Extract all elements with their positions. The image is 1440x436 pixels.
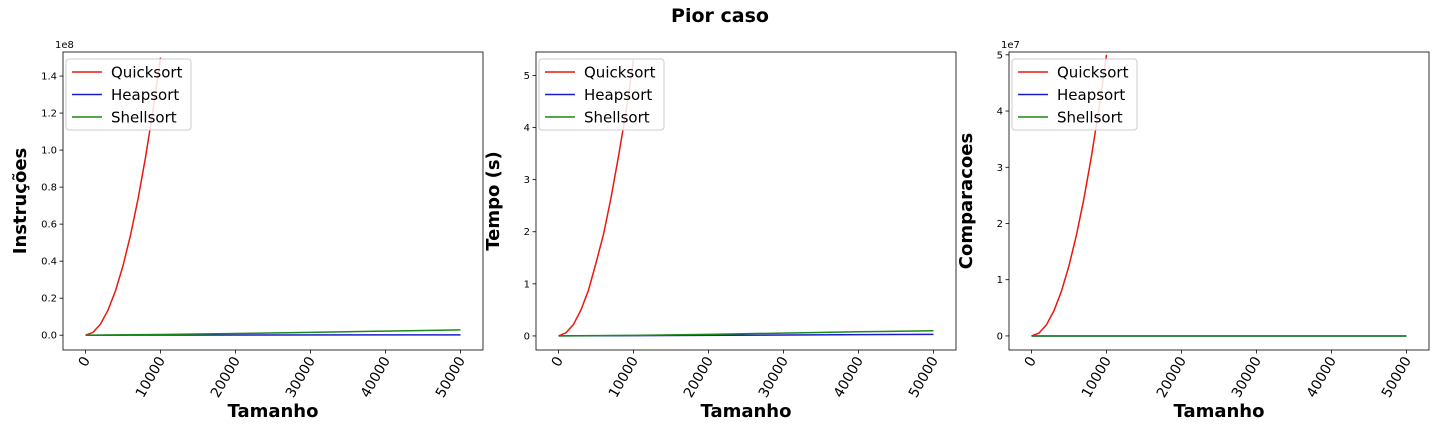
x-tick-label: 30000 [1229, 354, 1265, 401]
legend: Quicksort Heapsort Shellsort [1012, 59, 1137, 130]
legend: Quicksort Heapsort Shellsort [66, 59, 191, 130]
chart-2: 0 1 2 3 4 5 0 10000 20000 30000 40000 50000 Tamanho T… [483, 52, 956, 422]
legend-label-shellsort: Shellsort [1057, 109, 1123, 127]
chart-3: 0 1 2 3 4 5 0 10000 20000 30000 40000 50000 1e7 Taman… [956, 40, 1429, 422]
y-tick-label: 3 [997, 163, 1003, 174]
x-tick-label: 50000 [433, 354, 469, 401]
legend-label-shellsort: Shellsort [111, 109, 177, 127]
x-tick-label: 20000 [208, 354, 244, 401]
y-tick-label: 0.4 [41, 257, 57, 268]
y-tick-label: 1 [997, 275, 1003, 286]
x-tick-label: 20000 [681, 354, 717, 401]
x-tick-label: 10000 [1079, 354, 1115, 401]
y-axis-label: Comparacoes [956, 133, 977, 269]
x-tick-label: 0 [76, 354, 94, 370]
legend-label-heapsort: Heapsort [1057, 86, 1125, 104]
legend-label-shellsort: Shellsort [584, 109, 650, 127]
x-tick-label: 50000 [1379, 354, 1415, 401]
x-tick-label: 30000 [283, 354, 319, 401]
legend: Quicksort Heapsort Shellsort [539, 59, 664, 130]
y-tick-label: 4 [524, 123, 530, 134]
y-axis-label: Tempo (s) [483, 151, 504, 251]
x-axis-label: Tamanho [700, 401, 791, 422]
x-axis-label: Tamanho [1173, 401, 1264, 422]
y-axis-label: Instruções [10, 148, 31, 254]
x-tick-label: 40000 [831, 354, 867, 401]
y-tick-label: 3 [524, 175, 530, 186]
y-tick-label: 1.0 [41, 146, 57, 157]
x-tick-label: 0 [1022, 354, 1040, 370]
y-tick-label: 2 [997, 219, 1003, 230]
x-tick-label: 10000 [606, 354, 642, 401]
y-tick-label: 0 [997, 331, 1003, 342]
x-axis-label: Tamanho [227, 401, 318, 422]
y-tick-label: 0.0 [41, 331, 57, 342]
chart-1: 0.0 0.2 0.4 0.6 0.8 1.0 1.2 1.4 0 10000 20000 30000… [10, 40, 483, 422]
legend-label-quicksort: Quicksort [1057, 64, 1129, 82]
x-tick-label: 40000 [1304, 354, 1340, 401]
y-tick-label: 5 [524, 71, 530, 82]
legend-label-quicksort: Quicksort [111, 64, 183, 82]
y-tick-label: 1.2 [41, 109, 57, 120]
y-tick-label: 2 [524, 227, 530, 238]
x-tick-label: 10000 [133, 354, 169, 401]
y-tick-label: 1 [524, 279, 530, 290]
legend-label-quicksort: Quicksort [584, 64, 656, 82]
x-tick-label: 30000 [756, 354, 792, 401]
y-tick-label: 0.8 [41, 183, 57, 194]
y-tick-label: 5 [997, 50, 1003, 61]
legend-label-heapsort: Heapsort [111, 86, 179, 104]
x-tick-label: 0 [549, 354, 567, 370]
y-offset-label: 1e7 [1001, 40, 1020, 51]
x-tick-label: 50000 [906, 354, 942, 401]
figure-title: Pior caso [0, 5, 1440, 27]
y-tick-label: 0.6 [41, 220, 57, 231]
y-tick-label: 0 [524, 331, 530, 342]
x-tick-label: 20000 [1154, 354, 1190, 401]
legend-label-heapsort: Heapsort [584, 86, 652, 104]
y-tick-label: 1.4 [41, 72, 57, 83]
y-tick-label: 0.2 [41, 294, 57, 305]
y-tick-label: 4 [997, 107, 1003, 118]
x-tick-label: 40000 [358, 354, 394, 401]
y-offset-label: 1e8 [55, 40, 74, 51]
